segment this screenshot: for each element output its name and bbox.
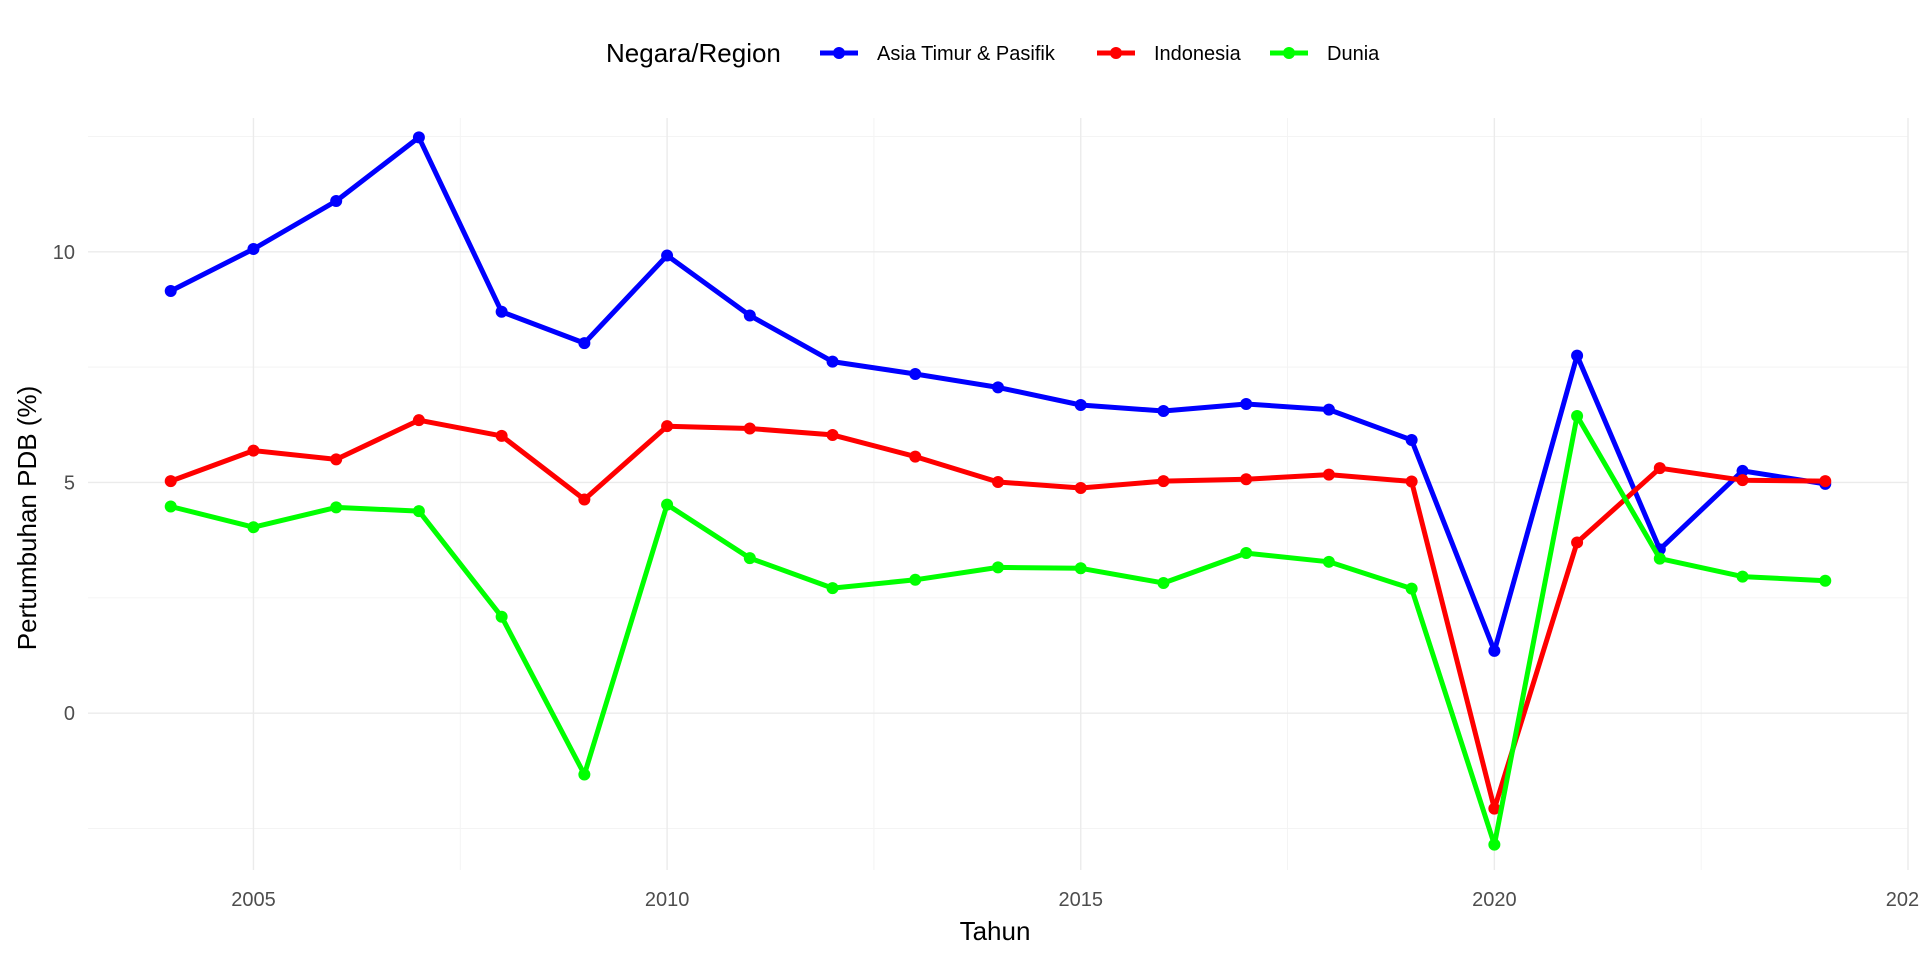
data-point: [826, 428, 839, 441]
data-point: [495, 610, 508, 623]
data-point: [1405, 582, 1418, 595]
x-tick-label: 2005: [231, 889, 276, 911]
data-point: [1157, 404, 1170, 417]
legend-label: Asia Timur & Pasifik: [877, 43, 1056, 65]
legend-label: Dunia: [1327, 43, 1380, 65]
data-point: [1571, 349, 1584, 362]
data-point: [578, 337, 591, 350]
data-point: [1736, 474, 1749, 487]
data-point: [661, 420, 674, 433]
data-point: [1488, 644, 1501, 657]
data-point: [1571, 536, 1584, 549]
data-point: [330, 501, 343, 514]
data-point: [1074, 482, 1087, 495]
data-point: [578, 493, 591, 506]
series-2: [164, 410, 1832, 851]
data-point: [1240, 398, 1253, 411]
data-point: [743, 422, 756, 435]
x-tick-label: 2010: [645, 889, 690, 911]
x-tick-label: 2020: [1472, 889, 1517, 911]
data-point: [1074, 398, 1087, 411]
data-point: [412, 414, 425, 427]
legend-label: Indonesia: [1154, 43, 1242, 65]
data-point: [1240, 473, 1253, 486]
data-point: [1736, 570, 1749, 583]
data-point: [1157, 475, 1170, 488]
data-point: [1240, 547, 1253, 560]
data-point: [330, 453, 343, 466]
data-point: [1819, 574, 1832, 587]
data-point: [412, 131, 425, 144]
data-point: [164, 475, 177, 488]
data-point: [992, 476, 1004, 489]
data-point: [1653, 462, 1666, 475]
data-point: [330, 195, 343, 208]
data-point: [1488, 802, 1501, 815]
legend: Negara/Region Asia Timur & Pasifik Indone…: [606, 38, 1380, 68]
data-point: [826, 582, 839, 595]
data-point: [909, 368, 922, 381]
y-tick-label: 5: [64, 472, 75, 494]
data-point: [1322, 468, 1335, 481]
legend-title: Negara/Region: [606, 38, 781, 68]
data-point: [826, 355, 839, 368]
legend-key-point: [1283, 47, 1295, 59]
data-point: [1322, 555, 1335, 568]
y-axis-title: Pertumbuhan PDB (%): [12, 386, 42, 650]
series-line: [168, 134, 1828, 654]
data-point: [909, 450, 922, 463]
data-point: [661, 249, 674, 262]
data-point: [164, 500, 177, 513]
data-point: [1405, 475, 1418, 488]
y-tick-label: 0: [64, 703, 75, 725]
x-tick-label: 2015: [1058, 889, 1103, 911]
data-point: [247, 521, 260, 534]
data-point: [1653, 552, 1666, 565]
data-point: [1488, 838, 1501, 851]
data-point: [247, 243, 260, 256]
data-point: [1736, 464, 1749, 477]
data-point: [247, 444, 260, 457]
data-point: [164, 285, 177, 298]
series-1: [164, 414, 1832, 815]
data-point: [412, 505, 425, 518]
data-point: [1819, 475, 1832, 488]
data-point: [495, 305, 508, 318]
x-tick-label: 2025: [1886, 889, 1920, 911]
axes: Tahun Pertumbuhan PDB (%) 2005 2010 2015 20…: [12, 242, 1920, 946]
data-point: [1074, 562, 1087, 575]
data-point: [992, 381, 1004, 394]
series-lines: [164, 131, 1832, 851]
y-tick-label: 10: [53, 242, 75, 264]
data-point: [578, 768, 591, 781]
series-0: [164, 131, 1832, 657]
data-point: [661, 498, 674, 511]
legend-key-point: [1110, 47, 1122, 59]
data-point: [992, 561, 1004, 574]
data-point: [1405, 434, 1418, 447]
data-point: [1322, 403, 1335, 416]
data-point: [743, 309, 756, 322]
legend-key-point: [833, 47, 845, 59]
x-axis-title: Tahun: [960, 916, 1031, 946]
data-point: [909, 573, 922, 586]
data-point: [1157, 577, 1170, 590]
data-point: [495, 429, 508, 442]
data-point: [1571, 410, 1584, 423]
grid: [88, 118, 1909, 870]
data-point: [743, 552, 756, 565]
